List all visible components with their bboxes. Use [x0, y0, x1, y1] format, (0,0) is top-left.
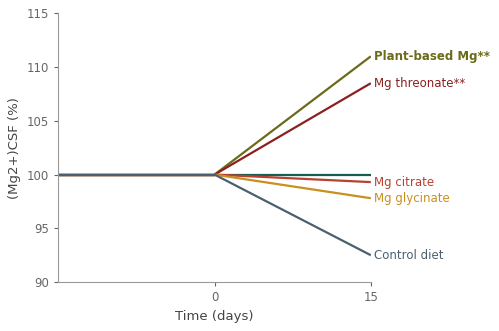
Text: Mg citrate: Mg citrate [374, 176, 434, 189]
Text: Mg threonate**: Mg threonate** [374, 77, 465, 90]
Y-axis label: (Mg2+)CSF (%): (Mg2+)CSF (%) [8, 97, 21, 199]
Text: Plant-based Mg**: Plant-based Mg** [374, 50, 490, 63]
Text: Control diet: Control diet [374, 249, 444, 262]
X-axis label: Time (days): Time (days) [175, 310, 254, 323]
Text: Mg glycinate: Mg glycinate [374, 192, 450, 205]
